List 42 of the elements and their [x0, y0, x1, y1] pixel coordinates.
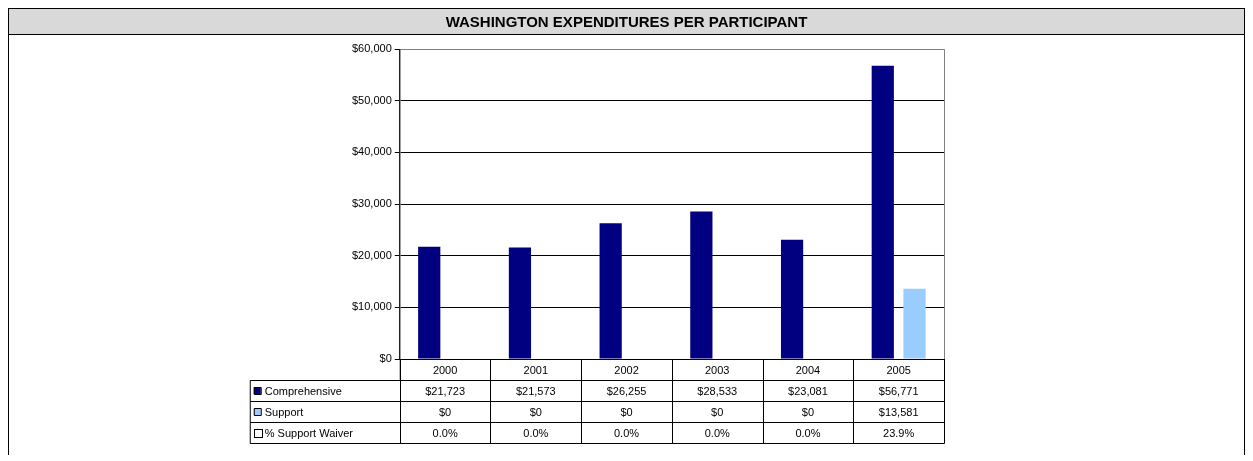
x-tick-label: 2003 [704, 363, 730, 376]
data-label: $0 [529, 405, 542, 418]
text: 23.9% [883, 426, 915, 439]
text: 0.0% [523, 426, 549, 439]
legend-label: Comprehensive [264, 384, 342, 397]
data-label: $0 [801, 405, 815, 418]
text: 0.0% [432, 426, 458, 439]
text: 0.0% [613, 426, 640, 439]
legend-label: Support [264, 405, 304, 418]
y-tick-label: $40,000 [352, 145, 392, 158]
y-tick-label: $20,000 [352, 248, 392, 261]
data-label: $13,581 [878, 405, 919, 418]
x-tick-label: 2000 [432, 363, 458, 376]
bar [780, 239, 804, 359]
data-label: $21,573 [515, 384, 556, 397]
y-tick-label: $0 [379, 352, 392, 365]
text: % Support Waiver [264, 426, 354, 439]
y-tick-label: $50,000 [352, 93, 392, 106]
data-label: $23,081 [788, 384, 828, 397]
y-tick-label: $60,000 [352, 42, 392, 55]
text: 0.0% [795, 426, 821, 439]
x-tick-label: 2001 [523, 363, 549, 376]
data-label: $0 [711, 405, 724, 418]
chart-title: WASHINGTON EXPENDITURES PER PARTICIPANT [8, 8, 1245, 35]
data-label: $21,723 [425, 384, 465, 397]
text: 0.0% [704, 426, 730, 439]
x-tick-label: 2004 [795, 363, 821, 376]
x-tick-label: 2002 [614, 363, 639, 376]
bar [690, 211, 713, 359]
data-label: $28,533 [697, 384, 738, 397]
bar [508, 247, 532, 359]
data-label: $56,771 [878, 384, 919, 397]
bar [418, 246, 441, 359]
bar [599, 223, 622, 359]
y-tick-label: $30,000 [352, 197, 392, 210]
y-tick-label: $10,000 [352, 300, 392, 313]
data-label: $0 [438, 405, 452, 418]
x-tick-label: 2005 [886, 363, 911, 376]
bar [871, 65, 894, 359]
data-label: $0 [620, 405, 633, 418]
bar [903, 288, 926, 359]
data-label: $26,255 [606, 384, 647, 397]
